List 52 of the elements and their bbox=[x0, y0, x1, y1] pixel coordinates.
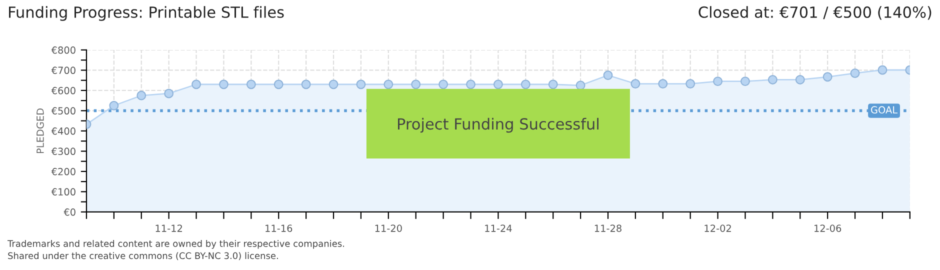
y-tick-label: €800 bbox=[51, 46, 76, 54]
point bbox=[136, 90, 146, 100]
point bbox=[686, 79, 696, 88]
point bbox=[658, 79, 668, 88]
point bbox=[520, 80, 530, 90]
y-tick-label: €600 bbox=[51, 86, 76, 94]
point bbox=[109, 100, 119, 110]
ref-line-label: GOAL bbox=[871, 106, 898, 114]
y-tick-label: €700 bbox=[51, 66, 76, 74]
chart-subtitle: Closed at: €701 / €500 (140%) bbox=[698, 6, 932, 20]
x-tick-label: 11-28 bbox=[594, 224, 622, 232]
point bbox=[164, 88, 174, 98]
point bbox=[713, 76, 723, 86]
y-axis-title: PLEDGED bbox=[36, 108, 44, 154]
x-tick-label: 11-24 bbox=[485, 224, 512, 232]
y-tick-label: €500 bbox=[51, 107, 76, 115]
point bbox=[493, 80, 503, 90]
point bbox=[548, 80, 558, 90]
point bbox=[795, 74, 805, 84]
point bbox=[438, 80, 448, 90]
chart-title: Funding Progress: Printable STL files bbox=[9, 6, 284, 21]
point bbox=[274, 80, 284, 90]
point bbox=[246, 80, 256, 90]
x-tick-label: 11-20 bbox=[375, 224, 402, 232]
point bbox=[850, 68, 860, 78]
point bbox=[740, 76, 750, 86]
point bbox=[219, 80, 228, 90]
text: Shared under the creative commons (CC BY-NC 3.0) license. bbox=[8, 252, 278, 260]
y-tick-label: €200 bbox=[51, 168, 76, 176]
point bbox=[576, 80, 586, 90]
x-tick-label: 11-12 bbox=[156, 224, 182, 232]
text: Trademarks and related content are owned by their respective companies. bbox=[7, 240, 344, 249]
point bbox=[603, 70, 613, 80]
point bbox=[630, 79, 640, 88]
point bbox=[878, 65, 888, 75]
point bbox=[301, 80, 311, 90]
y-tick-label: €100 bbox=[51, 188, 76, 196]
point bbox=[768, 74, 778, 84]
point bbox=[411, 80, 421, 90]
point bbox=[192, 80, 201, 90]
annotation: Project Funding Successful bbox=[398, 118, 598, 133]
x-tick-label: 11-16 bbox=[266, 224, 292, 232]
point bbox=[466, 80, 476, 90]
point bbox=[328, 80, 338, 90]
y-tick-label: €400 bbox=[51, 127, 76, 135]
x-tick-label: 12-02 bbox=[704, 224, 731, 232]
point bbox=[384, 80, 394, 90]
point bbox=[822, 72, 832, 82]
point bbox=[356, 80, 366, 90]
y-tick-label: €0 bbox=[64, 208, 76, 216]
y-tick-label: €300 bbox=[51, 148, 76, 156]
x-tick-label: 12-06 bbox=[814, 224, 842, 232]
